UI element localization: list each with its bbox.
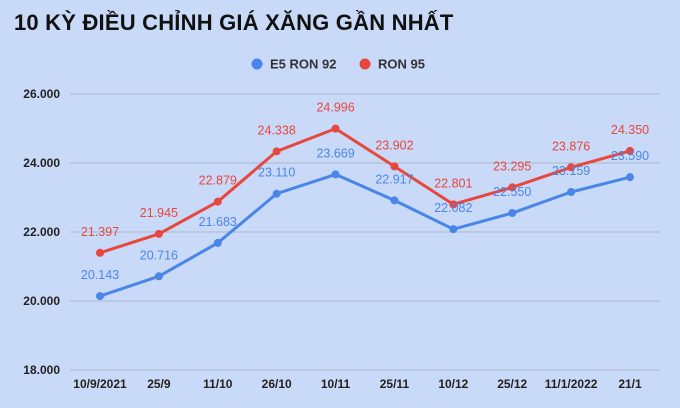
data-label: 23.295 — [493, 159, 531, 173]
data-label: 20.143 — [81, 268, 119, 282]
x-tick-label: 25/11 — [380, 377, 410, 391]
data-point — [331, 170, 340, 179]
x-tick-label: 11/1/2022 — [545, 377, 598, 391]
y-tick-label: 24.000 — [23, 156, 60, 170]
x-tick-label: 25/12 — [497, 377, 527, 391]
data-label: 24.350 — [611, 123, 649, 137]
series-line — [99, 127, 631, 255]
x-tick-label: 25/9 — [147, 377, 171, 391]
chart-title: 10 KỲ ĐIỀU CHỈNH GIÁ XĂNG GẦN NHẤT — [14, 10, 454, 35]
data-point — [96, 248, 104, 257]
data-label: 22.801 — [434, 176, 472, 190]
data-point — [626, 173, 634, 182]
data-label: 22.917 — [375, 172, 413, 186]
data-point — [213, 238, 222, 247]
data-point — [213, 197, 222, 206]
y-tick-label: 18.000 — [23, 363, 60, 377]
data-point — [626, 146, 634, 155]
data-point — [272, 147, 281, 156]
data-point — [331, 124, 340, 133]
x-tick-label: 26/10 — [262, 377, 292, 391]
data-label: 23.159 — [552, 164, 590, 178]
data-label: 21.945 — [140, 206, 178, 220]
x-tick-label: 21/1 — [618, 377, 642, 391]
data-label: 20.716 — [140, 248, 178, 262]
series-line — [99, 172, 631, 298]
x-tick-label: 10/9/2021 — [73, 377, 127, 391]
data-label: 22.082 — [434, 201, 472, 215]
legend-marker — [359, 58, 371, 70]
data-point — [154, 272, 163, 281]
x-tick-label: 11/10 — [203, 377, 233, 391]
data-point — [508, 183, 517, 192]
legend-marker — [251, 58, 263, 70]
data-point — [272, 189, 281, 198]
data-point — [508, 209, 517, 218]
y-tick-label: 26.000 — [23, 87, 60, 101]
data-label: 23.110 — [258, 166, 295, 180]
data-label: 22.550 — [493, 185, 531, 199]
data-point — [567, 188, 576, 197]
data-label: 23.669 — [316, 146, 354, 160]
data-point — [449, 225, 458, 234]
x-tick-label: 10/11 — [321, 377, 351, 391]
data-label: 24.996 — [316, 101, 354, 115]
data-point — [390, 162, 399, 171]
data-point — [154, 229, 163, 238]
data-label: 21.397 — [81, 225, 119, 239]
data-label: 23.590 — [611, 149, 649, 163]
data-point — [449, 200, 458, 209]
data-point — [390, 196, 399, 205]
legend-label: RON 95 — [378, 57, 425, 72]
data-label: 23.902 — [375, 138, 413, 152]
legend-label: E5 RON 92 — [270, 57, 336, 72]
data-label: 22.879 — [199, 174, 237, 188]
data-label: 24.338 — [258, 123, 296, 137]
x-tick-label: 10/12 — [438, 377, 468, 391]
data-label: 21.683 — [199, 215, 237, 229]
data-label: 23.876 — [552, 139, 590, 153]
data-point — [567, 163, 576, 172]
y-tick-label: 20.000 — [23, 294, 60, 308]
y-tick-label: 22.000 — [23, 225, 60, 239]
data-point — [96, 292, 104, 301]
